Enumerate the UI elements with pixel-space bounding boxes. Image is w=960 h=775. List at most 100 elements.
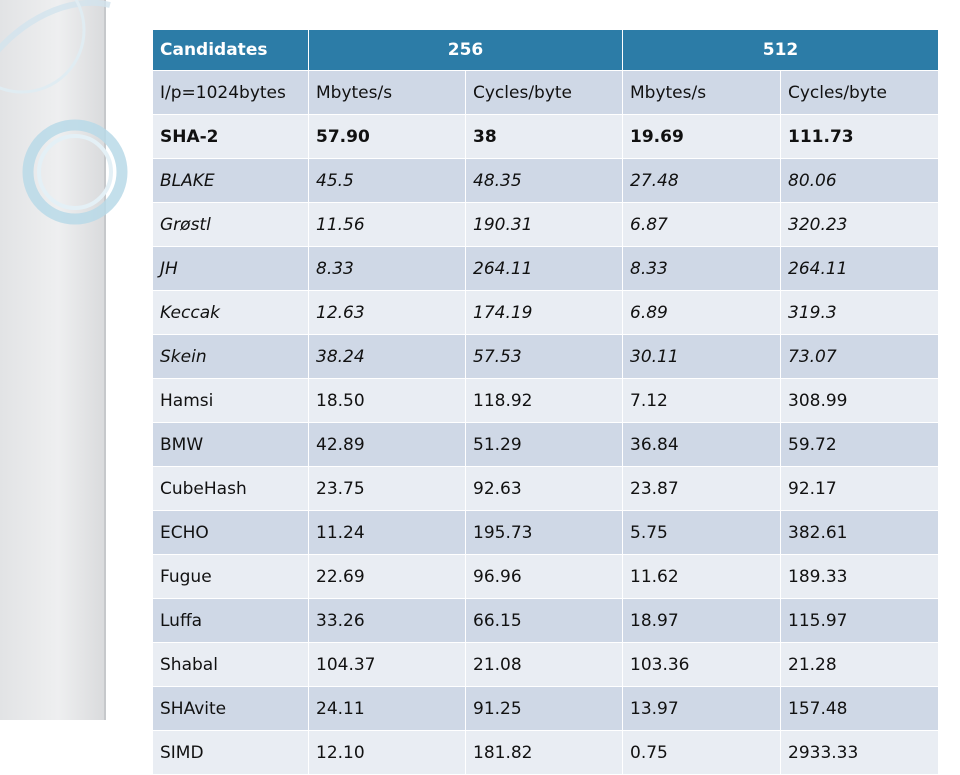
table-cell: 181.82 [465,730,623,775]
hash-performance-table: Candidates 256 512 I/p=1024bytes Mbytes/… [152,29,939,775]
table-cell: 42.89 [308,422,466,467]
row-candidate-name: BLAKE [152,158,309,203]
header-256: 256 [308,29,623,71]
row-candidate-name: Keccak [152,290,309,335]
table-cell: 18.97 [622,598,781,643]
table-cell: 30.11 [622,334,781,379]
slide-side-band [0,0,106,720]
subheader-cell: Cycles/byte [465,70,623,115]
table-cell: 8.33 [622,246,781,291]
row-candidate-name: Hamsi [152,378,309,423]
table-cell: 382.61 [780,510,939,555]
row-candidate-name: SIMD [152,730,309,775]
row-candidate-name: BMW [152,422,309,467]
table-cell: 96.96 [465,554,623,599]
row-candidate-name: Shabal [152,642,309,687]
table-row: BMW 42.89 51.29 36.84 59.72 [152,422,939,467]
table-cell: 18.50 [308,378,466,423]
subheader-cell: Mbytes/s [622,70,781,115]
row-candidate-name: ECHO [152,510,309,555]
table-cell: 23.87 [622,466,781,511]
table-cell: 2933.33 [780,730,939,775]
table-row: ECHO 11.24 195.73 5.75 382.61 [152,510,939,555]
row-candidate-name: SHA-2 [152,114,309,159]
table-row: SHAvite 24.11 91.25 13.97 157.48 [152,686,939,731]
table-cell: 264.11 [465,246,623,291]
table-cell: 264.11 [780,246,939,291]
table-row: SHA-2 57.90 38 19.69 111.73 [152,114,939,159]
table-cell: 12.10 [308,730,466,775]
subheader-cell: Mbytes/s [308,70,466,115]
table-cell: 319.3 [780,290,939,335]
table-row: Fugue 22.69 96.96 11.62 189.33 [152,554,939,599]
table-row: Shabal 104.37 21.08 103.36 21.28 [152,642,939,687]
table-row: CubeHash 23.75 92.63 23.87 92.17 [152,466,939,511]
table-cell: 11.62 [622,554,781,599]
table-cell: 103.36 [622,642,781,687]
table-row: SIMD 12.10 181.82 0.75 2933.33 [152,730,939,775]
table-cell: 6.87 [622,202,781,247]
subheader-cell: Cycles/byte [780,70,939,115]
table-cell: 195.73 [465,510,623,555]
table-cell: 73.07 [780,334,939,379]
table-row: Hamsi 18.50 118.92 7.12 308.99 [152,378,939,423]
row-candidate-name: Skein [152,334,309,379]
decorative-swirl [0,0,128,225]
table-header-row: Candidates 256 512 [152,29,939,71]
table-subheader-row: I/p=1024bytes Mbytes/s Cycles/byte Mbyte… [152,70,939,115]
table-cell: 308.99 [780,378,939,423]
table-cell: 118.92 [465,378,623,423]
row-candidate-name: Fugue [152,554,309,599]
row-candidate-name: CubeHash [152,466,309,511]
row-candidate-name: SHAvite [152,686,309,731]
table-cell: 115.97 [780,598,939,643]
table-cell: 157.48 [780,686,939,731]
table-cell: 38.24 [308,334,466,379]
table-cell: 80.06 [780,158,939,203]
table-cell: 0.75 [622,730,781,775]
table-cell: 190.31 [465,202,623,247]
table-cell: 104.37 [308,642,466,687]
table-cell: 23.75 [308,466,466,511]
table-row: Keccak 12.63 174.19 6.89 319.3 [152,290,939,335]
table-cell: 66.15 [465,598,623,643]
table-cell: 12.63 [308,290,466,335]
table-cell: 27.48 [622,158,781,203]
side-band-edge [104,0,106,720]
table-row: Skein 38.24 57.53 30.11 73.07 [152,334,939,379]
table-cell: 59.72 [780,422,939,467]
table-row: JH 8.33 264.11 8.33 264.11 [152,246,939,291]
table-cell: 33.26 [308,598,466,643]
table-cell: 174.19 [465,290,623,335]
table-cell: 6.89 [622,290,781,335]
row-candidate-name: JH [152,246,309,291]
table-cell: 189.33 [780,554,939,599]
row-candidate-name: Grøstl [152,202,309,247]
table-cell: 57.90 [308,114,466,159]
table-cell: 92.17 [780,466,939,511]
table-cell: 320.23 [780,202,939,247]
header-512: 512 [622,29,939,71]
table-cell: 38 [465,114,623,159]
table-cell: 21.28 [780,642,939,687]
table-cell: 111.73 [780,114,939,159]
table-cell: 8.33 [308,246,466,291]
table-cell: 24.11 [308,686,466,731]
table-cell: 92.63 [465,466,623,511]
table-cell: 22.69 [308,554,466,599]
table-cell: 13.97 [622,686,781,731]
table-cell: 36.84 [622,422,781,467]
table-row: Grøstl 11.56 190.31 6.87 320.23 [152,202,939,247]
table-cell: 21.08 [465,642,623,687]
table-row: Luffa 33.26 66.15 18.97 115.97 [152,598,939,643]
table-cell: 45.5 [308,158,466,203]
table-cell: 91.25 [465,686,623,731]
table-row: BLAKE 45.5 48.35 27.48 80.06 [152,158,939,203]
table-cell: 48.35 [465,158,623,203]
table-cell: 11.56 [308,202,466,247]
subheader-cell: I/p=1024bytes [152,70,309,115]
table-cell: 19.69 [622,114,781,159]
row-candidate-name: Luffa [152,598,309,643]
table-cell: 5.75 [622,510,781,555]
table-cell: 7.12 [622,378,781,423]
